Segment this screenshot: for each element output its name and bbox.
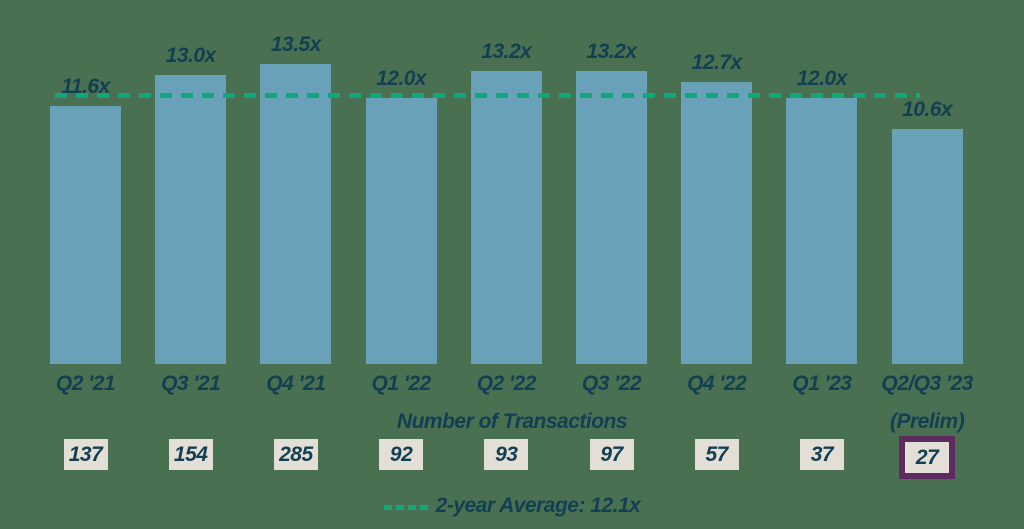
bar-q2-q3-23 (891, 129, 963, 364)
x-axis-label-q2-22: Q2 '22 (476, 372, 537, 395)
transaction-count-box-q4-21: 285 (273, 439, 318, 470)
x-axis-label-q1-23: Q1 '23 (792, 372, 852, 395)
bar-q2-21 (50, 106, 121, 364)
x-axis-label-q4-22: Q4 '22 (687, 372, 747, 395)
transactions-section-label: Number of Transactions (0, 410, 1024, 434)
transaction-count-box-q3-22: 97 (589, 439, 634, 470)
bar-value-label-q4-21: 13.5x (270, 33, 322, 56)
transaction-count-box-q3-21: 154 (168, 439, 213, 470)
x-axis-label-q2-21: Q2 '21 (55, 372, 116, 395)
bar-value-label-q2-21: 11.6x (61, 75, 110, 98)
bar-value-label-q2-22: 13.2x (481, 40, 532, 63)
average-line (55, 93, 920, 98)
bar-q2-22 (470, 71, 542, 364)
transaction-count-box-q2-22: 93 (484, 439, 529, 470)
bar-value-label-q3-21: 13.0x (165, 44, 217, 67)
bar-value-label-q1-22: 12.0x (376, 67, 427, 90)
transaction-count-box-q1-23: 37 (799, 439, 844, 470)
bar-value-label-q1-23: 12.0x (796, 67, 848, 90)
prelim-note: (Prelim) (890, 410, 965, 433)
x-axis-label-q1-22: Q1 '22 (371, 372, 431, 395)
transaction-count-box-q4-22: 57 (694, 439, 739, 470)
bar-q3-22 (576, 71, 647, 364)
bar-q3-21 (155, 75, 227, 364)
bar-value-label-q3-22: 13.2x (586, 40, 637, 63)
legend-label: 2-year Average: 12.1x (435, 494, 641, 517)
legend: 2-year Average: 12.1x (0, 494, 1024, 518)
bar-value-label-q2-q3-23: 10.6x (902, 98, 953, 121)
x-axis-label-q3-21: Q3 '21 (161, 372, 221, 395)
transaction-count-box-q1-22: 92 (379, 439, 424, 470)
bar-q4-22 (681, 82, 753, 364)
bar-value-label-q4-22: 12.7x (691, 51, 743, 74)
transaction-count-box-q2-21: 137 (63, 439, 108, 470)
x-axis-label-q2-q3-23: Q2/Q3 '23 (881, 372, 973, 395)
bar-q4-21 (260, 64, 332, 364)
transaction-count-box-highlighted: 27 (899, 436, 956, 479)
bar-q1-22 (365, 98, 437, 364)
average-line-legend-dash-icon (383, 504, 430, 510)
x-axis-label-q4-21: Q4 '21 (266, 372, 326, 395)
bar-q1-23 (786, 98, 858, 364)
x-axis-label-q3-22: Q3 '22 (581, 372, 642, 395)
transactions-label-text: Number of Transactions (396, 410, 628, 433)
